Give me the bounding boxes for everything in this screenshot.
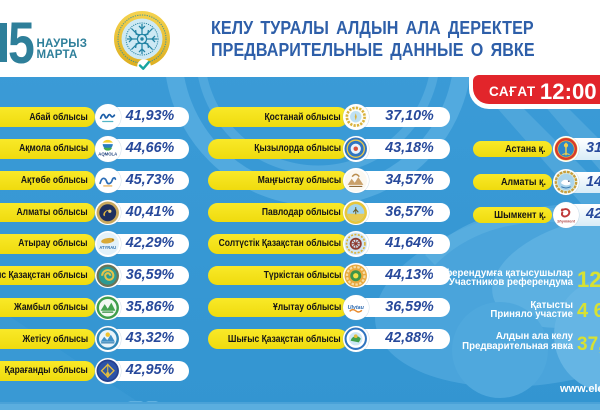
svg-text:Shymkent: Shymkent bbox=[557, 219, 576, 223]
svg-text:Ulytau: Ulytau bbox=[348, 304, 365, 310]
svg-text:ATYRAU: ATYRAU bbox=[100, 245, 117, 250]
svg-text:AQMOLA: AQMOLA bbox=[98, 151, 117, 156]
